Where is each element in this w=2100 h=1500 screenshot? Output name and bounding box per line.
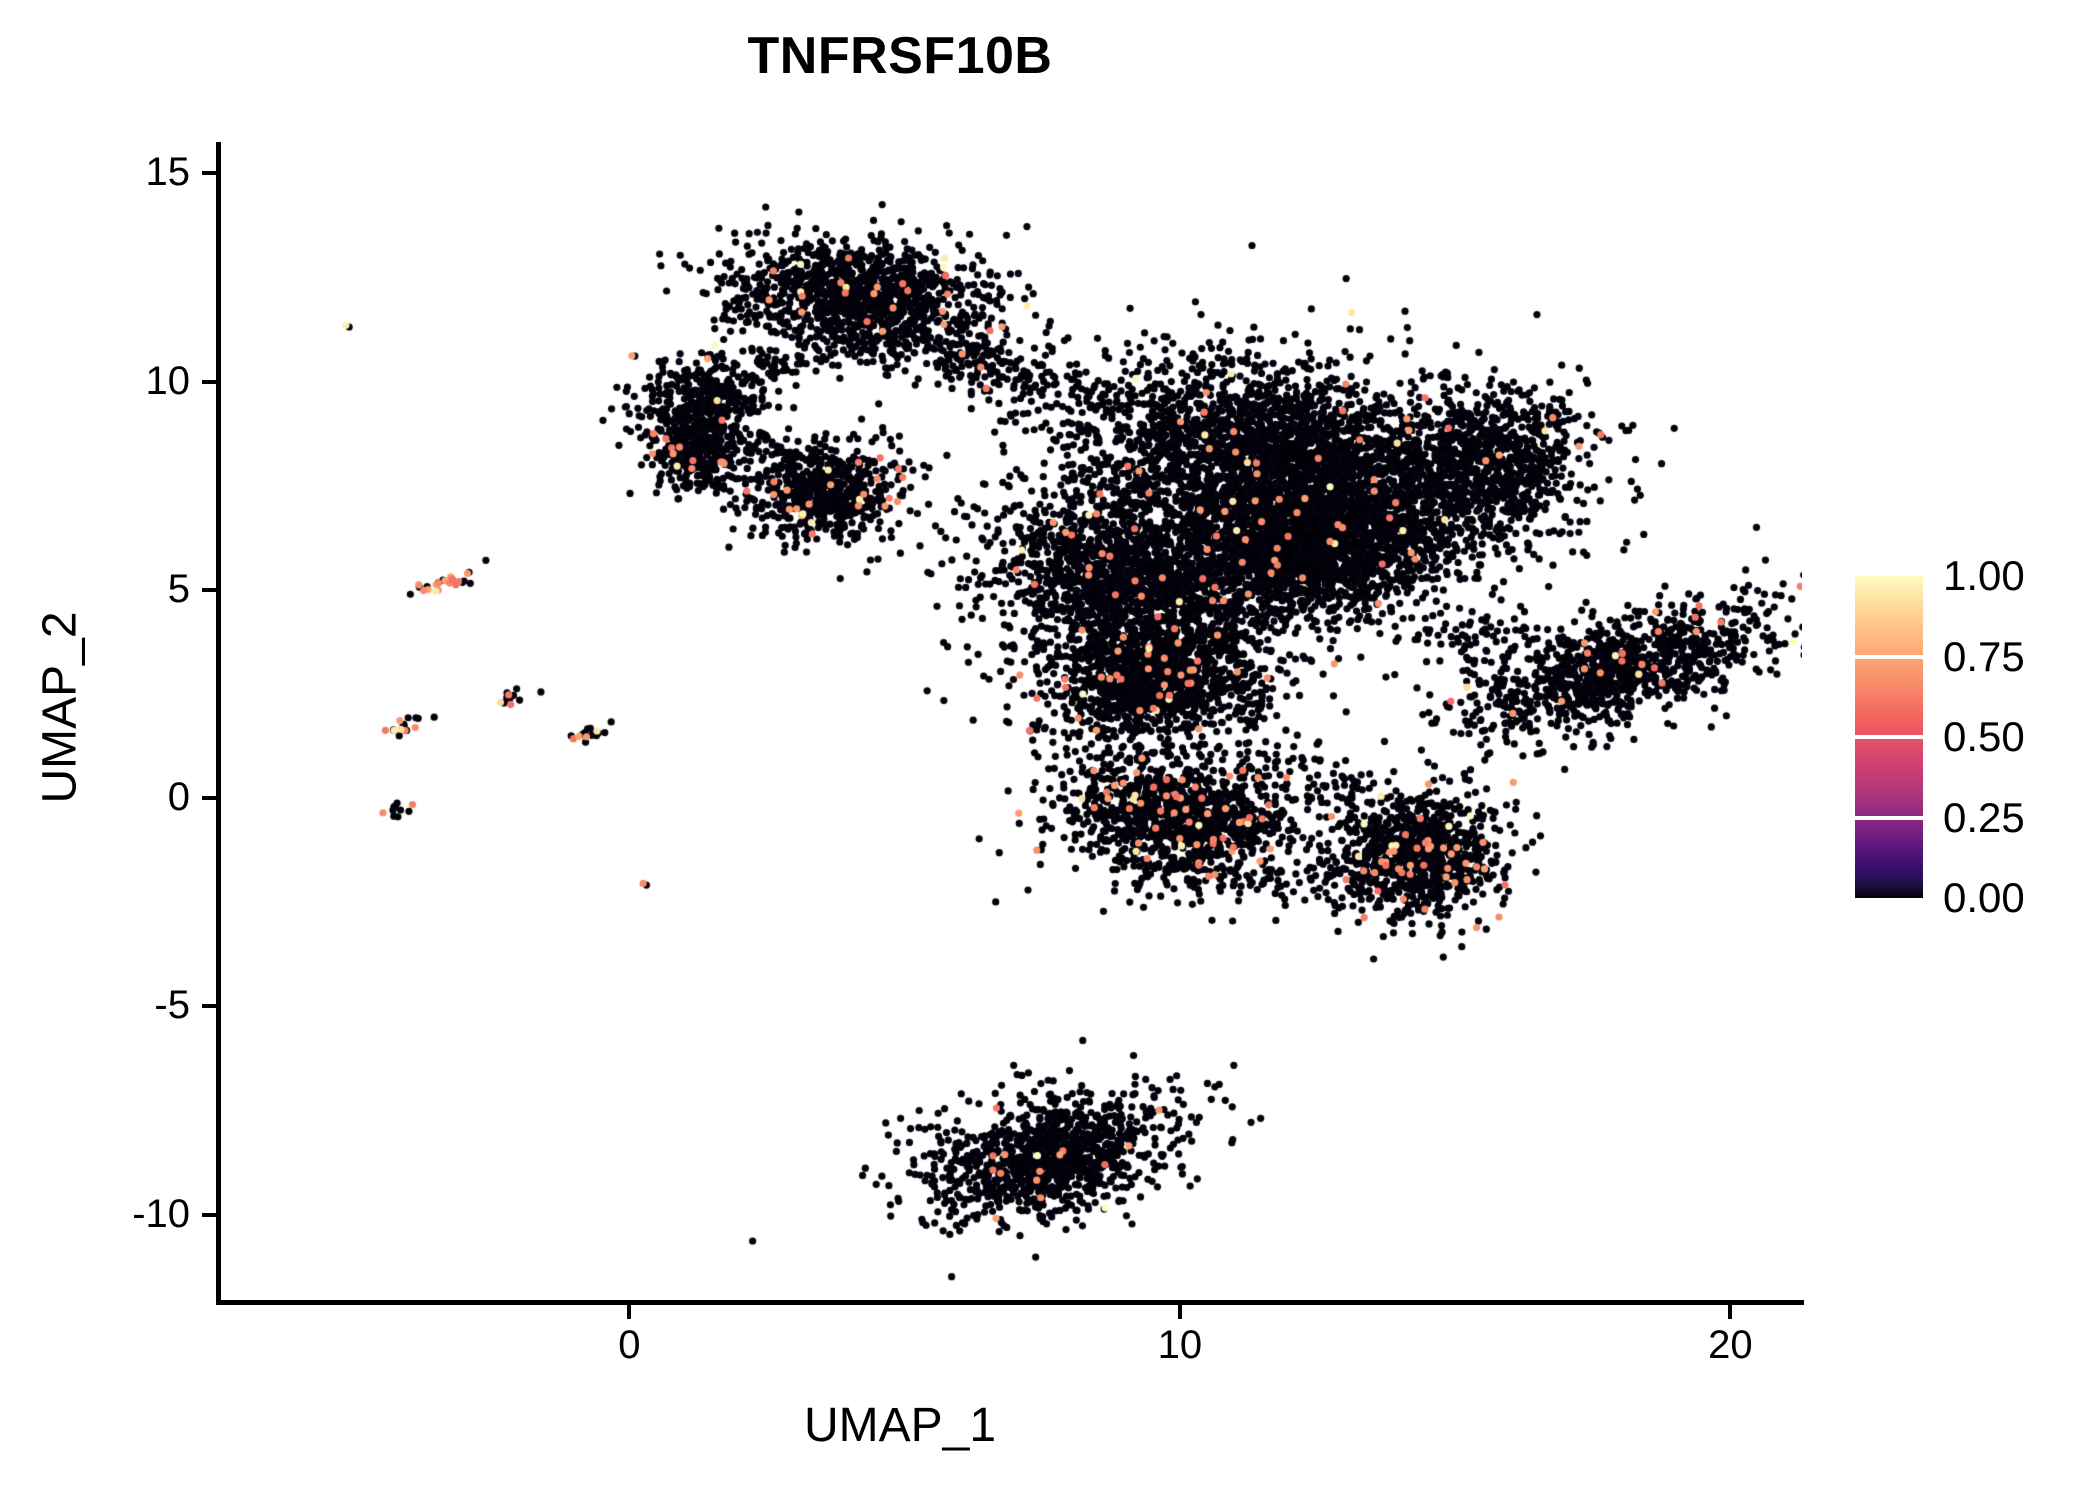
legend-label: 0.00 <box>1943 874 2025 921</box>
color-legend: 1.00 0.75 0.50 0.25 0.00 <box>1855 555 2085 919</box>
x-tick-mark <box>1177 1305 1182 1319</box>
y-axis-line <box>216 142 221 1304</box>
y-tick-mark <box>202 1212 216 1217</box>
x-axis-line <box>216 1300 1804 1305</box>
plot-panel <box>222 140 1802 1302</box>
y-tick-mark <box>202 379 216 384</box>
legend-tick-mark <box>1855 654 1923 659</box>
x-tick-mark <box>1728 1305 1733 1319</box>
legend-label: 1.00 <box>1943 552 2025 599</box>
x-tick-mark <box>627 1305 632 1319</box>
y-tick-mark <box>202 796 216 801</box>
legend-label: 0.75 <box>1943 632 2025 680</box>
x-tick-label: 0 <box>618 1323 641 1367</box>
y-tick-mark <box>202 1004 216 1009</box>
y-tick-label: -10 <box>132 1191 190 1236</box>
y-tick-label: 15 <box>145 150 191 195</box>
x-tick-label: 10 <box>1157 1323 1203 1367</box>
y-axis-title: UMAP_2 <box>33 611 87 804</box>
y-tick-mark <box>202 171 216 176</box>
y-tick-label: 10 <box>145 358 191 403</box>
x-axis-title: UMAP_1 <box>803 1399 997 1452</box>
y-tick-label: 5 <box>167 566 190 611</box>
legend-label: 0.50 <box>1943 713 2025 760</box>
y-tick-label: -5 <box>154 983 190 1028</box>
legend-tick-mark <box>1855 815 1923 820</box>
y-tick-label: 0 <box>167 775 190 820</box>
scatter-points-canvas <box>222 140 1802 1302</box>
y-tick-mark <box>202 587 216 592</box>
legend-label: 0.25 <box>1943 793 2025 841</box>
page-title: TNFRSF10B <box>747 27 1053 85</box>
x-tick-label: 20 <box>1708 1323 1753 1367</box>
legend-tick-mark <box>1855 735 1923 739</box>
